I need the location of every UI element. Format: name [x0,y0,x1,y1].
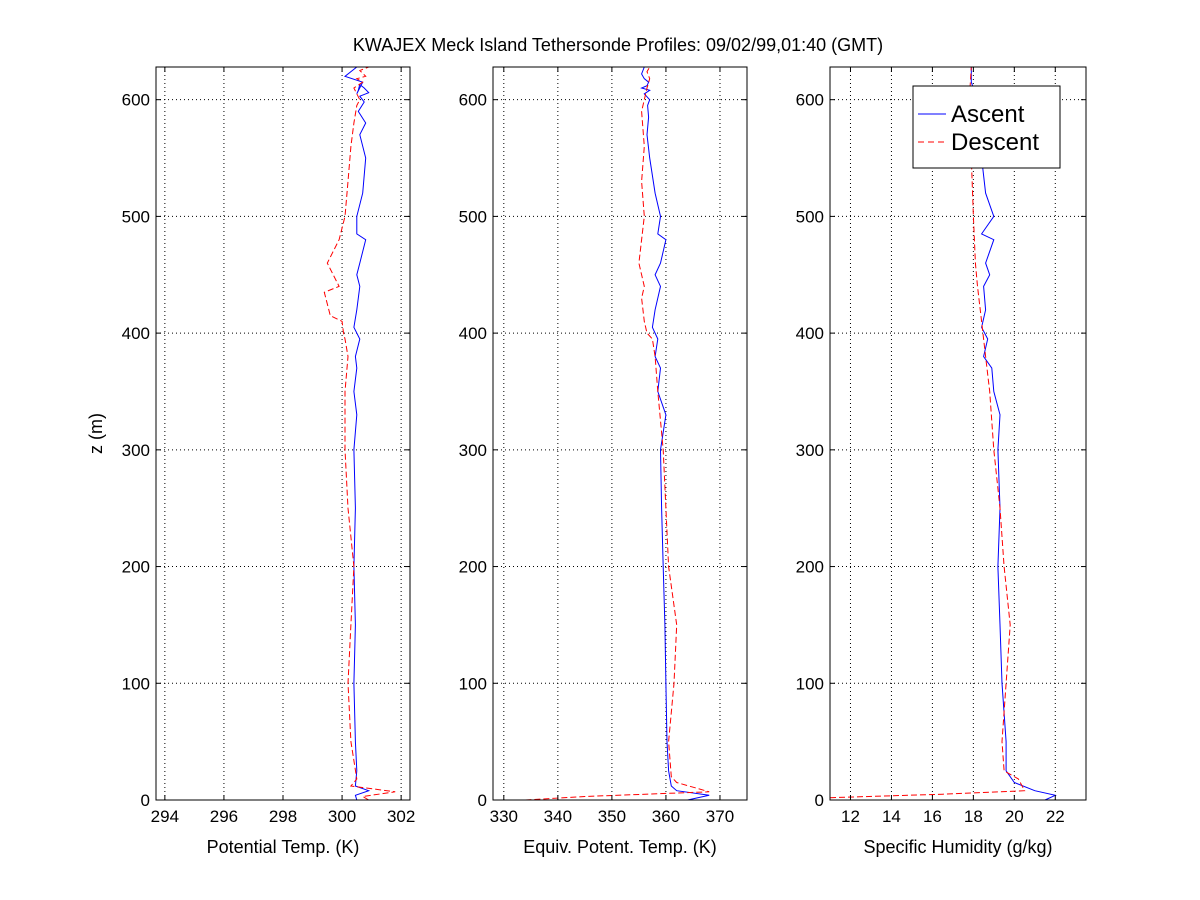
y-tick-label: 600 [796,91,824,110]
y-tick-label: 100 [459,674,487,693]
x-tick-label: 296 [210,807,238,826]
x-tick-label: 370 [706,807,734,826]
y-tick-label: 200 [459,558,487,577]
figure-title: KWAJEX Meck Island Tethersonde Profiles:… [353,35,883,55]
legend-label-descent: Descent [951,129,1039,156]
x-tick-label: 350 [598,807,626,826]
x-tick-label: 340 [544,807,572,826]
y-tick-label: 500 [122,207,150,226]
y-tick-label: 600 [122,91,150,110]
x-axis-label: Equiv. Potent. Temp. (K) [523,837,716,857]
y-tick-label: 500 [459,207,487,226]
panel-potential-temp: 294 296 298 300 302 0 100 200 300 400 500 600 Potent… [86,66,415,857]
y-tick-label: 400 [796,324,824,343]
x-tick-label: 294 [151,807,179,826]
plot-area [493,67,747,800]
x-tick-label: 298 [269,807,297,826]
y-tick-label: 100 [122,674,150,693]
y-tick-label: 300 [459,441,487,460]
y-tick-label: 600 [459,91,487,110]
y-tick-label: 300 [122,441,150,460]
y-tick-label: 400 [459,324,487,343]
x-axis-label: Potential Temp. (K) [207,837,360,857]
y-tick-label: 500 [796,207,824,226]
y-tick-label: 400 [122,324,150,343]
x-tick-label: 12 [841,807,860,826]
series-line-ascent [640,66,710,801]
series-line-descent [525,66,710,801]
y-tick-label: 200 [122,558,150,577]
y-axis-label: z (m) [86,413,106,454]
y-tick-label: 200 [796,558,824,577]
y-tick-label: 0 [815,791,824,810]
x-tick-label: 300 [328,807,356,826]
series-line-descent [323,66,396,801]
series-line-ascent [343,66,371,801]
panel-specific-humidity: 12 14 16 18 20 22 0 100 200 300 400 500 600 Specific … [796,66,1087,857]
legend-label-ascent: Ascent [951,101,1025,128]
legend: Ascent Descent [912,85,1061,169]
plot-area [156,67,410,800]
x-tick-label: 16 [923,807,942,826]
x-tick-label: 22 [1046,807,1065,826]
plot-area [830,67,1086,800]
x-tick-label: 14 [882,807,901,826]
y-tick-label: 0 [141,791,150,810]
panel-equiv-potent-temp: 330 340 350 360 370 0 100 200 300 400 500 600 Equiv.… [459,66,748,857]
y-tick-label: 300 [796,441,824,460]
y-tick-label: 100 [796,674,824,693]
y-tick-label: 0 [478,791,487,810]
series-line-descent [829,66,1026,799]
x-tick-label: 18 [964,807,983,826]
legend-box [912,85,1061,169]
x-tick-label: 330 [490,807,518,826]
x-tick-label: 302 [387,807,415,826]
x-tick-label: 360 [652,807,680,826]
axes-frame [829,66,1087,801]
axes-frame [492,66,748,801]
x-axis-label: Specific Humidity (g/kg) [863,837,1052,857]
x-tick-label: 20 [1005,807,1024,826]
